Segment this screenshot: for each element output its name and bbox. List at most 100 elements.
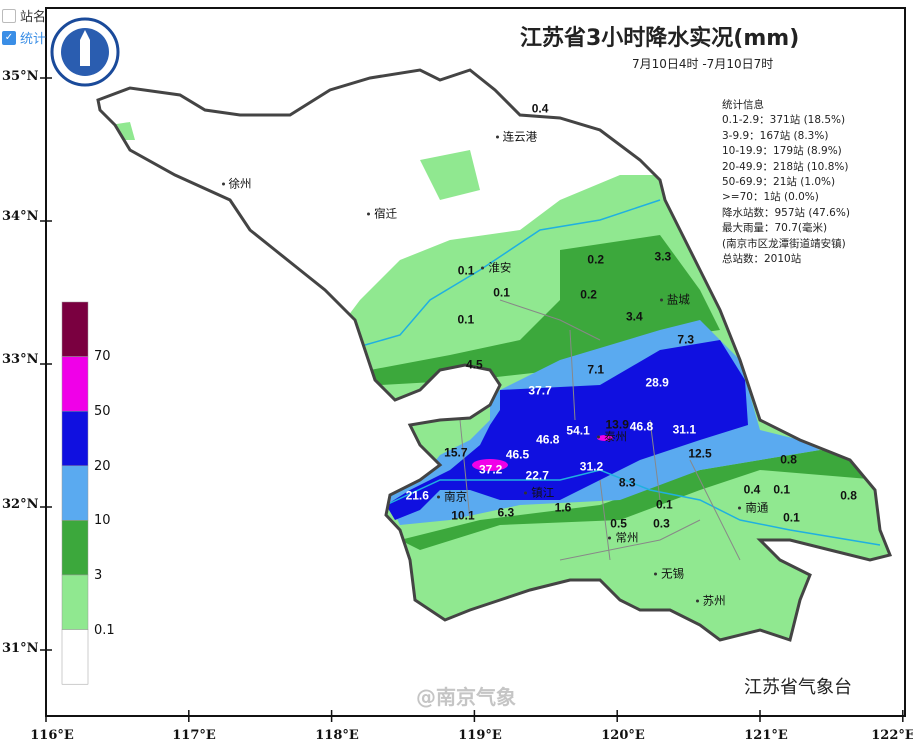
agency-name: 江苏省气象台 [744,677,852,698]
statistics-panel: 统计信息 0.1-2.9：371站 (18.5%) 3-9.9：167站 (8.… [722,98,850,267]
rainfall-value: 0.5 [610,516,627,531]
rainfall-value: 31.2 [579,459,604,474]
legend-label: 3 [94,568,103,583]
legend-colorbar [61,301,89,685]
rainfall-value: 0.8 [780,452,797,467]
lon-label: 120°E [601,728,645,743]
rainfall-value: 1.6 [554,500,572,515]
rainfall-value: 46.8 [536,432,560,446]
river-yangtze [385,469,881,546]
city-boundaries [459,299,741,561]
lon-label: 118°E [315,728,359,743]
rainfall-value: 10.1 [451,508,475,523]
stats-line: 总站数：2010站 [722,253,802,266]
rainfall-value: 0.4 [531,101,549,116]
rainfall-value: 15.7 [444,445,468,460]
legend-label: 0.1 [94,623,115,638]
stats-label: 统计 [20,32,47,47]
rainfall-value: 22.7 [525,468,549,483]
rainfall-value: 0.4 [743,482,761,497]
city-label: 无锡 [654,567,684,581]
rainfall-value: 46.8 [629,419,654,434]
rain-50-70 [472,459,508,471]
rainfall-value: 3.4 [625,309,643,324]
lat-label: 34°N [2,209,39,224]
lat-label: 35°N [2,69,39,84]
stats-line: 最大雨量：70.7(毫米) [722,222,828,235]
stats-heading: 统计信息 [722,99,764,111]
city-label: 镇江 [524,486,554,499]
rainfall-value: 0.1 [773,482,791,497]
rainfall-value: 6.3 [497,505,515,520]
stats-checkbox[interactable]: ✓ [2,30,16,45]
rainfall-value: 0.2 [580,287,597,302]
rain-20-50 [386,340,748,520]
rainfall-value: 37.7 [528,383,552,398]
lat-label: 32°N [2,497,39,512]
lon-label: 117°E [172,728,216,743]
stats-line: 3-9.9：167站 (8.3%) [722,129,829,142]
rainfall-value: 0.1 [457,263,475,278]
lat-label: 31°N [2,641,39,656]
rainfall-value: 28.9 [645,375,669,390]
city-label: 苏州 [696,594,726,608]
watermark: @南京气象 [416,685,516,709]
city-label: 淮安 [481,261,511,275]
stats-line: 20-49.9：218站 (10.8%) [722,160,849,173]
city-label: 常州 [608,531,638,545]
rainfall-value: 46.5 [505,447,530,462]
lat-label: 33°N [2,352,39,367]
rain-0.1-3-north [110,122,480,200]
rainfall-value: 7.1 [587,362,605,377]
stats-line: 50-69.9：21站 (1.0%) [722,176,836,189]
station-name-label: 站名 [20,10,47,25]
rainfall-value: 0.1 [783,510,800,525]
city-label: 徐州 [222,177,252,190]
time-range: 7月10日4时 -7月10日7时 [632,57,774,71]
city-label: 南通 [738,501,768,515]
logo [50,17,120,87]
city-label: 连云港 [496,130,538,143]
rainfall-value: 4.5 [466,357,483,372]
city-label: 南京 [437,490,467,503]
legend-label: 10 [94,513,111,528]
legend-swatch [61,465,89,521]
station-name-checkbox[interactable] [2,8,16,23]
rainfall-value: 13.9 [605,417,629,432]
legend-swatch [61,410,89,467]
river-canal [364,199,661,346]
axis-ticks [40,77,904,722]
city-label: 盐城 [660,293,690,306]
lon-label: 116°E [30,728,74,743]
rainfall-value: 0.1 [493,285,510,299]
legend-label: 20 [94,459,111,474]
stats-toggle[interactable]: ✓ 统计 [2,28,46,47]
rainfall-value: 0.1 [457,312,475,327]
rainfall-value: 7.3 [677,332,695,347]
legend-swatch [61,520,89,576]
rain-3-10 [370,235,720,385]
city-label: 泰州 [597,430,627,443]
stats-line: 10-19.9：179站 (8.9%) [722,145,842,158]
rainfall-value: 3.3 [654,249,672,264]
rainfall-value: 54.1 [566,423,590,438]
legend-label: 70 [94,349,111,364]
map-frame [45,7,906,717]
rain-3-10-south [400,450,880,550]
legend-swatch [61,574,89,630]
rainfall-value: 8.3 [618,475,636,490]
lon-label: 119°E [458,728,502,743]
map-title: 江苏省3小时降水实况(mm) [520,26,800,51]
city-label: 宿迁 [367,207,397,220]
legend-label: 50 [94,404,111,419]
station-name-toggle[interactable]: 站名 [2,6,46,25]
lon-label: 121°E [744,728,788,743]
stats-line: >=70：1站 (0.0%) [722,191,819,204]
rainfall-value: 12.5 [688,446,712,461]
legend-swatch [61,629,89,685]
legend-swatch [61,356,89,412]
legend-swatch [61,301,89,357]
rainfall-value: 31.1 [672,422,696,437]
stats-line: (南京市区龙潭街道靖安镇) [722,237,846,250]
